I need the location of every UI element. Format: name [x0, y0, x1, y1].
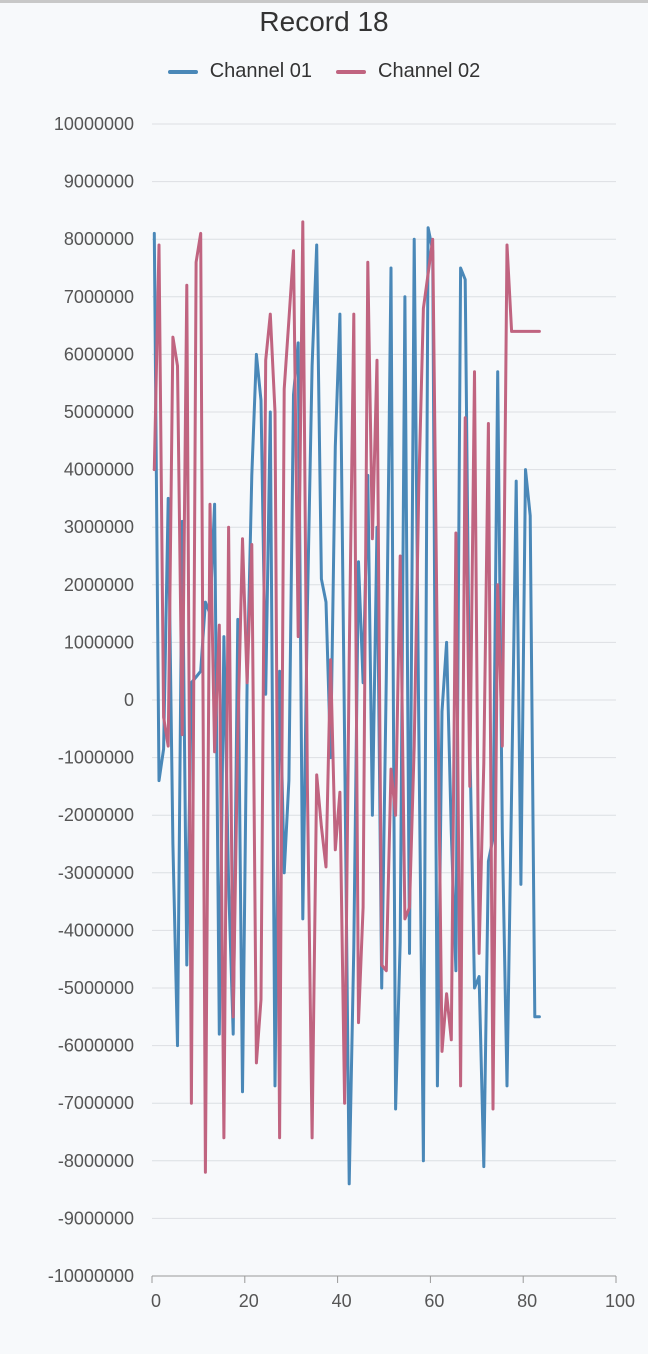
y-tick-label: 10000000	[54, 114, 134, 134]
y-tick-label: -9000000	[58, 1208, 134, 1228]
y-tick-label: 6000000	[64, 344, 134, 364]
y-tick-label: 7000000	[64, 287, 134, 307]
y-tick-label: -4000000	[58, 920, 134, 940]
y-tick-label: 2000000	[64, 575, 134, 595]
legend-item-channel-02[interactable]: Channel 02	[336, 60, 480, 83]
y-tick-label: -5000000	[58, 978, 134, 998]
series-line-channel-01	[152, 226, 541, 1186]
legend-label-channel-01: Channel 01	[209, 60, 312, 82]
y-tick-label: 8000000	[64, 229, 134, 249]
top-rule	[0, 0, 648, 3]
legend-swatch-channel-02	[336, 69, 366, 74]
y-tick-label: 9000000	[64, 172, 134, 192]
x-tick-label: 80	[517, 1291, 537, 1311]
y-tick-label: 5000000	[64, 402, 134, 422]
x-tick-label: 40	[332, 1291, 352, 1311]
legend: Channel 01 Channel 02	[0, 60, 648, 83]
y-tick-label: -1000000	[58, 748, 134, 768]
y-tick-label: 3000000	[64, 517, 134, 537]
y-tick-label: 1000000	[64, 632, 134, 652]
y-tick-label: -7000000	[58, 1093, 134, 1113]
chart-title: Record 18	[259, 6, 389, 37]
x-tick-label: 0	[151, 1291, 161, 1311]
legend-swatch-channel-01	[167, 69, 198, 74]
legend-item-channel-01[interactable]: Channel 01	[167, 60, 312, 83]
x-tick-label: 20	[239, 1291, 259, 1311]
x-tick-label: 60	[424, 1291, 444, 1311]
series-line-channel-02	[152, 220, 541, 1174]
y-tick-label: 0	[124, 690, 134, 710]
y-tick-label: -6000000	[58, 1036, 134, 1056]
y-tick-label: -2000000	[58, 805, 134, 825]
legend-label-channel-02: Channel 02	[378, 60, 481, 82]
y-tick-label: 4000000	[64, 460, 134, 480]
y-tick-label: -10000000	[48, 1266, 134, 1286]
x-tick-label: 100	[605, 1291, 635, 1311]
y-tick-label: -3000000	[58, 863, 134, 883]
y-tick-label: -8000000	[58, 1151, 134, 1171]
